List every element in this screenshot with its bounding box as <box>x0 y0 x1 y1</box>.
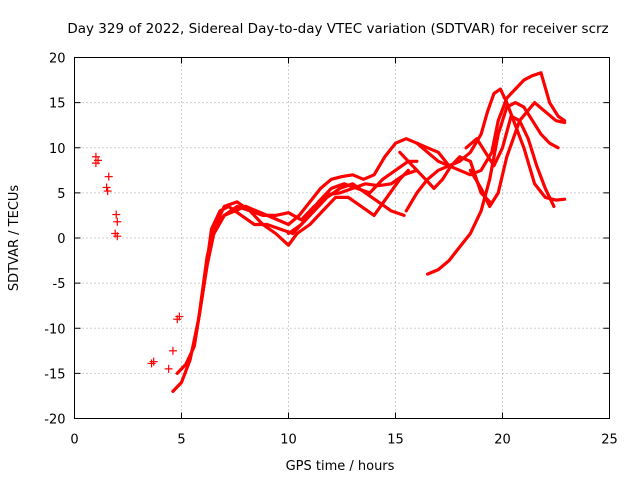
x-tick-label: 25 <box>601 433 618 448</box>
plot-frame <box>74 57 610 419</box>
y-tick-label: -10 <box>44 322 65 337</box>
gridlines <box>74 57 610 419</box>
tick-labels: 0 5 10 15 20 25 -20 -15 -10 -5 0 5 10 15 20 <box>44 52 618 448</box>
data-point <box>104 172 113 181</box>
y-tick-label: -5 <box>53 277 66 292</box>
data-point <box>94 156 103 165</box>
series-sat-d <box>209 168 419 240</box>
x-tick-label: 0 <box>70 433 78 448</box>
data-point <box>168 346 177 355</box>
data-point <box>173 315 182 324</box>
data-point <box>103 187 112 196</box>
chart-title: Day 329 of 2022, Sidereal Day-to-day VTE… <box>67 21 608 37</box>
data-point <box>102 183 111 192</box>
y-axis-label: SDTVAR / TECUs <box>7 185 22 292</box>
y-tick-label: 20 <box>49 52 66 67</box>
series-sat-i <box>464 114 556 208</box>
data-point <box>149 357 158 366</box>
data-point <box>164 364 173 373</box>
series-sat-c <box>197 168 410 321</box>
x-axis-label: GPS time / hours <box>286 459 395 474</box>
y-tick-label: 10 <box>49 142 66 157</box>
y-tick-label: 5 <box>57 187 65 202</box>
x-tick-label: 10 <box>280 433 297 448</box>
series-sat-e <box>286 182 406 236</box>
data-point <box>147 359 156 368</box>
series-sat-k <box>398 150 492 204</box>
y-tick-label: 15 <box>49 97 66 112</box>
series-layer <box>171 71 567 393</box>
y-tick-label: -15 <box>44 367 65 382</box>
y-tick-label: -20 <box>44 413 65 428</box>
data-point <box>113 232 122 241</box>
data-point <box>113 217 122 226</box>
x-tick-label: 5 <box>177 433 185 448</box>
x-tick-label: 15 <box>387 433 404 448</box>
data-point <box>112 210 121 219</box>
series-sat-a <box>171 137 462 393</box>
marker-layer <box>91 152 184 373</box>
series-sat-g <box>426 101 560 276</box>
series-sat-f <box>404 71 567 213</box>
y-tick-label: 0 <box>57 232 65 247</box>
series-sat-h <box>415 87 567 202</box>
x-tick-label: 20 <box>494 433 511 448</box>
series-sat-b <box>175 159 419 375</box>
